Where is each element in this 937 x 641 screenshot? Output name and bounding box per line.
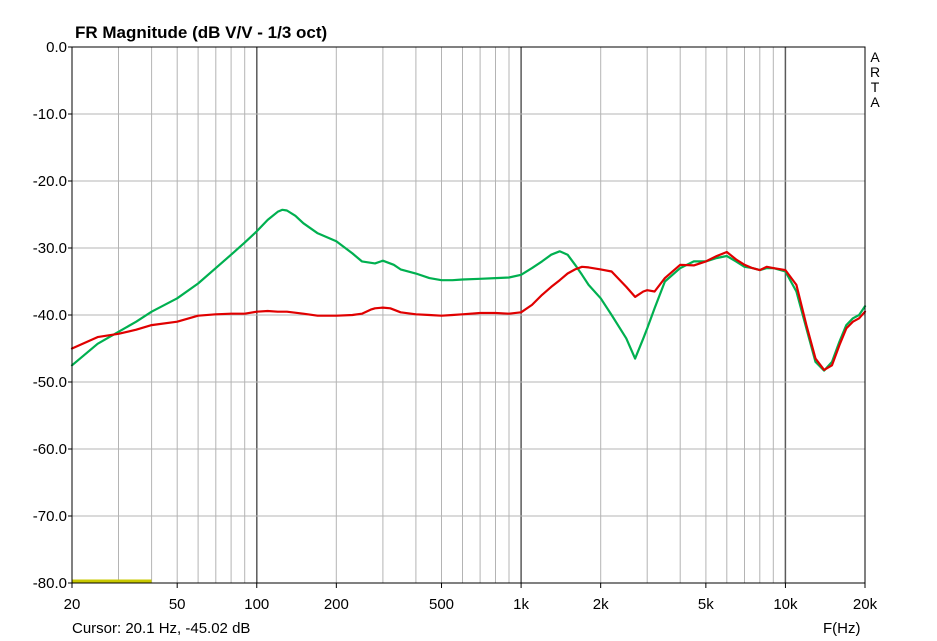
x-tick-label: 2k bbox=[593, 596, 609, 613]
x-tick-label: 100 bbox=[244, 596, 269, 613]
x-tick-label: 20k bbox=[853, 596, 878, 613]
y-tick-label: -10.0 bbox=[33, 106, 67, 123]
x-tick-label: 200 bbox=[324, 596, 349, 613]
x-tick-label: 5k bbox=[698, 596, 714, 613]
series-lines bbox=[70, 208, 867, 583]
y-tick-label: -70.0 bbox=[33, 508, 67, 525]
y-tick-label: 0.0 bbox=[46, 39, 67, 56]
y-tick-label: -20.0 bbox=[33, 173, 67, 190]
arta-brand-letter: R bbox=[870, 64, 880, 80]
x-tick-label: 10k bbox=[773, 596, 798, 613]
plot-area-border bbox=[71, 46, 866, 584]
chart-title: FR Magnitude (dB V/V - 1/3 oct) bbox=[75, 23, 327, 42]
axis-ticks: 0.0 -10.0 -20.0 -30.0 -40.0 -50.0 -60.0 -70.0 -8… bbox=[33, 39, 878, 613]
x-axis-label: F(Hz) bbox=[823, 620, 861, 637]
series-line-2 bbox=[70, 250, 867, 371]
y-tick-label: -40.0 bbox=[33, 307, 67, 324]
arta-brand-letter: T bbox=[871, 79, 880, 95]
y-tick-label: -30.0 bbox=[33, 240, 67, 257]
y-tick-label: -80.0 bbox=[33, 575, 67, 592]
x-tick-label: 20 bbox=[64, 596, 81, 613]
series-line-1 bbox=[70, 208, 867, 372]
cursor-readout: Cursor: 20.1 Hz, -45.02 dB bbox=[72, 620, 250, 637]
x-tick-label: 50 bbox=[169, 596, 186, 613]
y-tick-label: -50.0 bbox=[33, 374, 67, 391]
x-tick-label: 1k bbox=[513, 596, 529, 613]
arta-brand-letter: A bbox=[870, 49, 880, 65]
y-tick-label: -60.0 bbox=[33, 441, 67, 458]
x-tick-label: 500 bbox=[429, 596, 454, 613]
grid bbox=[72, 47, 865, 583]
arta-brand-letter: A bbox=[870, 94, 880, 110]
